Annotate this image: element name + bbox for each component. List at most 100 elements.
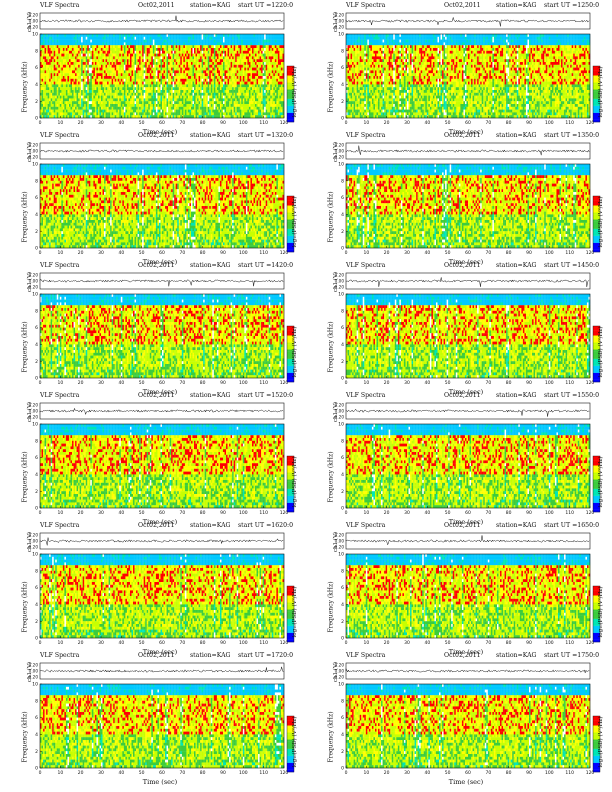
time-tick-label: 90 (220, 380, 226, 386)
ch-tick-label: 0.00 (335, 669, 345, 674)
spectrogram-panel: 0.20 0.00 -0.20 0 2 4 6 8 10 0 10 20 30 40 50 60 70 80 90 1… (306, 522, 612, 656)
x-axis-label: Time (sec) (40, 128, 280, 136)
start-time: start UT =1520:0 (238, 392, 293, 399)
waveform-line (345, 408, 590, 417)
time-tick-label: 120 (280, 120, 289, 126)
time-tick-label: 80 (506, 120, 512, 126)
ch-tick-label: -0.20 (27, 285, 38, 290)
time-tick-label: 50 (445, 640, 451, 646)
freq-tick-label: 2 (341, 619, 344, 625)
time-tick-label: 70 (485, 380, 491, 386)
time-tick-label: 40 (424, 250, 430, 256)
panel-date: Oct02,2011 (138, 392, 175, 399)
time-tick-label: 30 (98, 120, 104, 126)
station-label: station=KAG (190, 2, 231, 9)
freq-tick-label: 10 (32, 682, 38, 688)
time-tick-label: 30 (404, 510, 410, 516)
panel-date: Oct02,2011 (138, 262, 175, 269)
app-title: VLF Spectra (346, 132, 385, 139)
freq-tick-label: 0 (35, 636, 38, 642)
waveform-line (39, 149, 284, 153)
colorbar (286, 715, 295, 773)
time-tick-label: 20 (384, 380, 390, 386)
freq-tick-label: 10 (32, 162, 38, 168)
time-tick-label: 40 (118, 380, 124, 386)
freq-tick-label: 10 (338, 682, 344, 688)
freq-tick-label: 4 (341, 472, 344, 478)
colorbar-label: log₁₀(PSD) (V²/Hz) (286, 452, 304, 512)
panel-date: Oct02,2011 (138, 522, 175, 529)
freq-tick-label: 4 (341, 82, 344, 88)
time-tick-label: 120 (586, 510, 595, 516)
time-tick-label: 20 (78, 770, 84, 776)
time-tick-label: 40 (424, 640, 430, 646)
ch-tick-label: 0.20 (29, 533, 39, 538)
x-axis-label: Time (sec) (346, 258, 586, 266)
ch-tick-label: -0.20 (27, 545, 38, 550)
time-tick-label: 30 (98, 250, 104, 256)
ch-tick-label: 0.20 (29, 663, 39, 668)
time-tick-label: 70 (179, 380, 185, 386)
panel-date: Oct02,2011 (444, 392, 481, 399)
freq-tick-label: 8 (35, 308, 38, 314)
x-axis-label: Time (sec) (40, 258, 280, 266)
waveform-frame (39, 272, 285, 290)
freq-tick-label: 8 (35, 178, 38, 184)
time-tick-label: 20 (78, 640, 84, 646)
freq-tick-label: 0 (35, 116, 38, 122)
time-tick-label: 120 (586, 250, 595, 256)
start-time: start UT =1250:0 (544, 2, 599, 9)
time-tick-label: 110 (259, 120, 268, 126)
time-tick-label: 120 (280, 380, 289, 386)
time-tick-label: 60 (465, 120, 471, 126)
time-tick-label: 70 (179, 250, 185, 256)
panel-title: VLF Spectra Oct02,2011 station=KAG start… (346, 652, 599, 662)
freq-tick-label: 2 (35, 359, 38, 365)
panel-date: Oct02,2011 (138, 2, 175, 9)
panel-title: VLF Spectra Oct02,2011 station=KAG start… (40, 2, 293, 12)
time-tick-label: 40 (424, 120, 430, 126)
ch-tick-label: 0.20 (29, 273, 39, 278)
time-tick-label: 100 (545, 770, 554, 776)
colorbar (592, 325, 601, 383)
freq-tick-label: 6 (341, 195, 344, 201)
ch-tick-label: 0.00 (29, 539, 39, 544)
spectrogram-panel: 0.20 0.00 -0.20 0 2 4 6 8 10 0 10 20 30 40 50 60 70 80 90 1… (306, 2, 612, 136)
time-tick-label: 80 (200, 120, 206, 126)
time-tick-label: 70 (179, 770, 185, 776)
freq-tick-label: 2 (35, 749, 38, 755)
channel-axis-label: ch1 (V) (20, 7, 40, 37)
time-tick-label: 90 (526, 770, 532, 776)
time-tick-label: 10 (363, 250, 369, 256)
ch-tick-label: 0.00 (29, 409, 39, 414)
time-tick-label: 110 (259, 510, 268, 516)
spectrogram-heatmap (346, 554, 591, 639)
freq-tick-label: 4 (35, 342, 38, 348)
waveform-line (345, 535, 590, 546)
freq-tick-label: 0 (35, 376, 38, 382)
x-axis-label: Time (sec) (346, 518, 586, 526)
freq-tick-label: 4 (35, 82, 38, 88)
spectrogram-heatmap (346, 164, 591, 249)
ch-tick-label: 0.00 (29, 19, 39, 24)
time-tick-label: 0 (39, 120, 42, 126)
time-tick-label: 70 (179, 640, 185, 646)
time-tick-label: 30 (98, 380, 104, 386)
time-tick-label: 100 (545, 640, 554, 646)
waveform-line (39, 15, 284, 23)
time-tick-label: 20 (384, 640, 390, 646)
app-title: VLF Spectra (40, 522, 79, 529)
time-tick-label: 10 (57, 770, 63, 776)
time-tick-label: 70 (485, 510, 491, 516)
x-axis-label: Time (sec) (40, 648, 280, 656)
colorbar-label: log₁₀(PSD) (V²/Hz) (286, 582, 304, 642)
time-tick-label: 10 (57, 640, 63, 646)
freq-tick-label: 0 (341, 246, 344, 252)
start-time: start UT =1650:0 (544, 522, 599, 529)
time-tick-label: 90 (220, 510, 226, 516)
x-axis-label: Time (sec) (346, 778, 586, 786)
